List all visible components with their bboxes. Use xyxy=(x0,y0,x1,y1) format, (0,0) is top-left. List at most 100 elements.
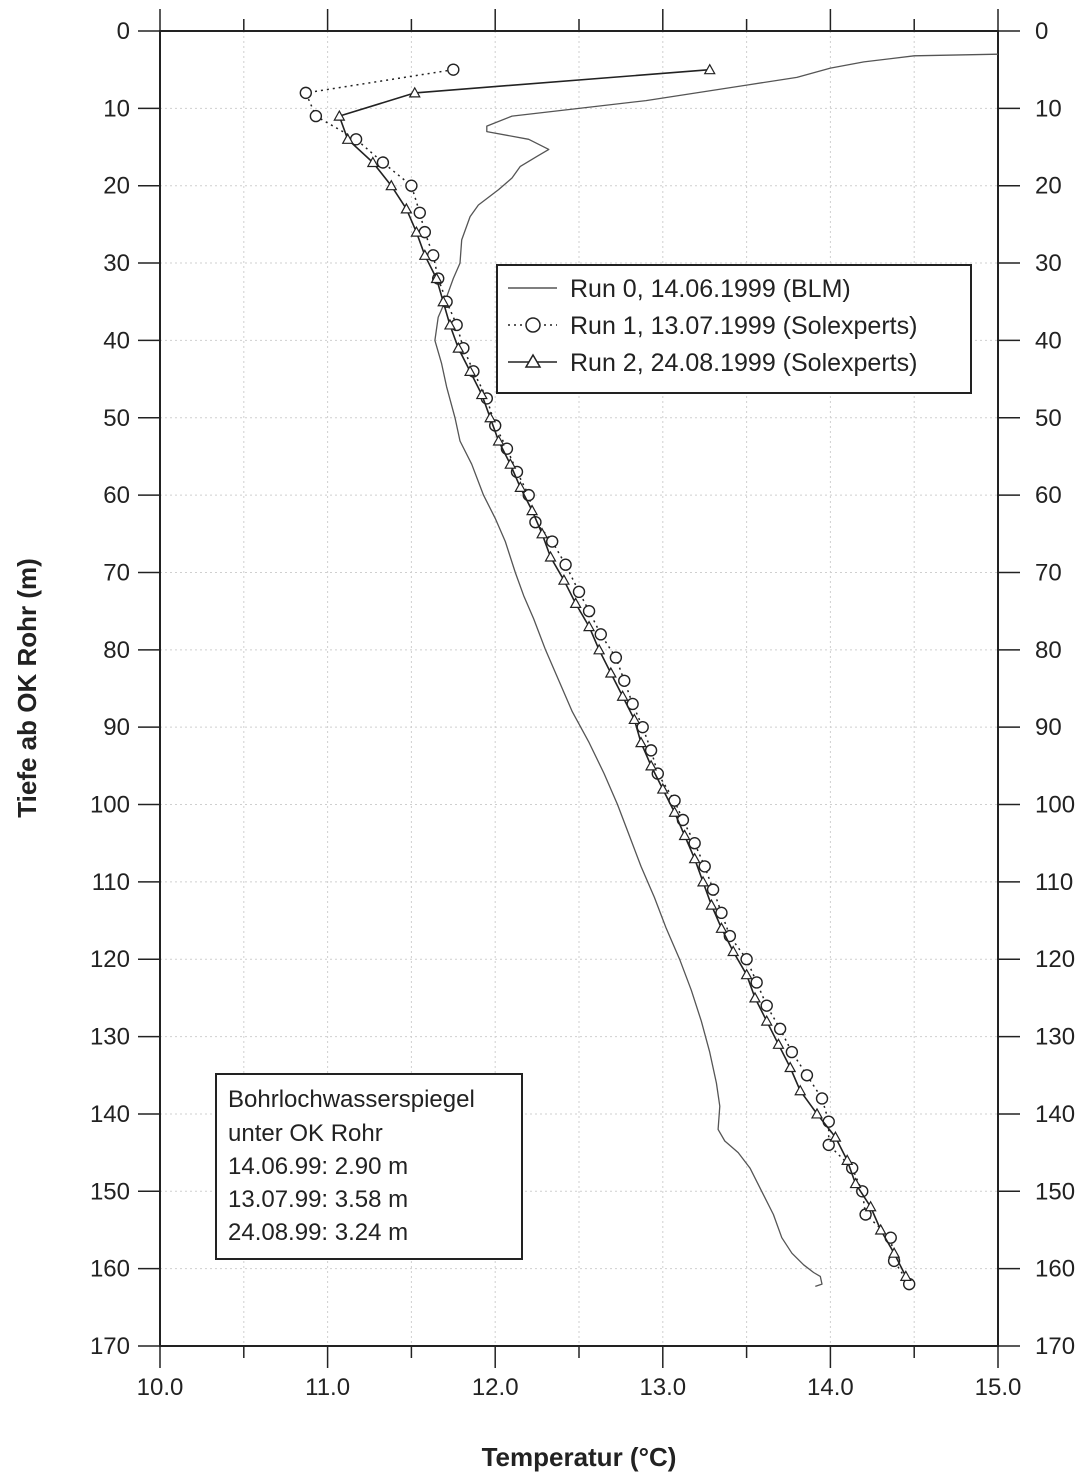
data-point-triangle xyxy=(616,689,629,701)
data-point-triangle xyxy=(536,527,549,539)
data-point-circle xyxy=(859,1208,872,1221)
data-point-triangle xyxy=(514,481,527,492)
data-point-triangle xyxy=(678,829,691,841)
note-line-1: Bohrlochwasserspiegel xyxy=(228,1086,475,1113)
y-tick-label-right: 130 xyxy=(1035,1024,1075,1051)
data-point-circle xyxy=(644,744,658,757)
data-point-triangle xyxy=(557,573,570,585)
data-point-triangle xyxy=(705,898,718,910)
data-point-triangle xyxy=(668,806,681,817)
x-tick-label: 14.0 xyxy=(807,1374,854,1401)
series-run2 xyxy=(333,63,912,1281)
x-tick-label: 11.0 xyxy=(305,1374,350,1401)
y-tick-label-right: 170 xyxy=(1035,1333,1075,1360)
data-point-circle xyxy=(688,837,701,850)
y-tick-label-right: 0 xyxy=(1035,18,1048,45)
y-tick-label-left: 150 xyxy=(90,1178,130,1205)
data-point-triangle xyxy=(849,1177,862,1189)
data-point-triangle xyxy=(760,1014,773,1026)
y-tick-label-left: 120 xyxy=(90,946,130,973)
data-point-triangle xyxy=(408,86,421,98)
y-tick-label-left: 90 xyxy=(103,714,130,741)
y-tick-label-left: 140 xyxy=(90,1101,130,1128)
data-point-circle xyxy=(618,674,631,687)
y-tick-label-left: 40 xyxy=(103,327,130,354)
y-tick-label-left: 170 xyxy=(90,1333,130,1360)
y-tick-label-right: 10 xyxy=(1035,95,1062,122)
data-point-circle xyxy=(698,860,711,873)
data-point-triangle xyxy=(544,550,557,562)
data-point-triangle xyxy=(593,643,606,655)
y-tick-label-right: 120 xyxy=(1035,946,1075,973)
y-tick-label-right: 40 xyxy=(1035,327,1062,354)
data-point-triangle xyxy=(443,318,456,330)
x-tick-labels: 10.0 11.0 12.0 13.0 14.0 15.0 xyxy=(137,1374,1022,1401)
y-tick-label-right: 50 xyxy=(1035,405,1062,432)
data-point-triangle xyxy=(400,202,413,214)
data-point-circle xyxy=(609,651,623,664)
y-tick-label-right: 60 xyxy=(1035,482,1062,509)
data-point-triangle xyxy=(697,875,710,887)
data-point-circle xyxy=(706,883,720,896)
note-line-2: unter OK Rohr xyxy=(228,1120,383,1147)
data-point-circle xyxy=(773,1022,787,1036)
data-point-circle xyxy=(405,179,418,192)
data-point-circle xyxy=(715,906,728,920)
legend: Run 0, 14.06.1999 (BLM) Run 1, 13.07.199… xyxy=(496,264,972,394)
y-tick-label-right: 20 xyxy=(1035,173,1062,200)
x-tick-label: 10.0 xyxy=(137,1374,184,1401)
data-point-triangle xyxy=(888,1246,901,1258)
data-point-triangle xyxy=(437,295,450,307)
data-point-triangle xyxy=(748,991,761,1003)
data-point-triangle xyxy=(430,272,443,284)
y-tick-label-left: 100 xyxy=(90,792,130,819)
y-tick-labels-left: 0 10 20 30 40 50 60 70 80 90 100 110 120 130 140 150 160… xyxy=(90,18,130,1360)
data-point-triangle xyxy=(333,109,346,121)
legend-marker-run2 xyxy=(524,353,542,368)
y-tick-label-right: 70 xyxy=(1035,559,1062,586)
series-layer xyxy=(299,53,999,1291)
y-tick-label-right: 100 xyxy=(1035,792,1075,819)
note-line-4: 13.07.99: 3.58 m xyxy=(228,1186,408,1213)
y-tick-label-left: 130 xyxy=(90,1024,130,1051)
data-point-triangle xyxy=(526,504,539,516)
y-tick-label-left: 80 xyxy=(103,637,130,664)
legend-box xyxy=(496,264,972,394)
y-tick-label-right: 80 xyxy=(1035,637,1062,664)
data-point-triangle xyxy=(484,411,497,423)
axis-ticks xyxy=(138,9,1020,1368)
data-point-circle xyxy=(309,109,323,123)
data-point-triangle xyxy=(385,179,398,191)
data-point-circle xyxy=(545,535,559,548)
data-point-circle xyxy=(572,585,586,599)
y-tick-label-right: 140 xyxy=(1035,1101,1075,1128)
data-point-triangle xyxy=(410,225,423,237)
data-point-circle xyxy=(760,999,773,1012)
data-point-triangle xyxy=(810,1107,824,1119)
data-point-triangle xyxy=(583,620,596,632)
y-tick-label-left: 70 xyxy=(103,559,130,586)
data-point-circle xyxy=(582,604,596,618)
data-point-triangle xyxy=(418,249,431,260)
series-run0 xyxy=(434,53,999,1288)
data-point-triangle xyxy=(634,736,648,748)
data-point-triangle xyxy=(475,388,488,400)
x-tick-label: 12.0 xyxy=(472,1374,519,1401)
series-line-run0 xyxy=(434,53,999,1288)
data-point-triangle xyxy=(740,968,753,980)
legend-label-run1: Run 1, 13.07.1999 (Solexperts) xyxy=(570,312,917,340)
data-point-circle xyxy=(299,86,313,100)
y-tick-label-left: 50 xyxy=(103,405,130,432)
y-axis-title: Tiefe ab OK Rohr (m) xyxy=(12,558,42,818)
y-tick-label-left: 60 xyxy=(103,482,130,509)
data-point-circle xyxy=(594,628,607,641)
data-point-triangle xyxy=(628,713,641,725)
y-tick-labels-right: 0 10 20 30 40 50 60 70 80 90 100 110 120 130 140 150 160… xyxy=(1035,18,1075,1360)
water-level-note: Bohrlochwasserspiegel unter OK Rohr 14.0… xyxy=(215,1073,523,1260)
data-point-circle xyxy=(413,206,426,219)
y-tick-label-left: 160 xyxy=(90,1256,130,1283)
data-point-triangle xyxy=(703,63,716,75)
note-box xyxy=(215,1073,523,1260)
data-point-triangle xyxy=(829,1130,842,1142)
